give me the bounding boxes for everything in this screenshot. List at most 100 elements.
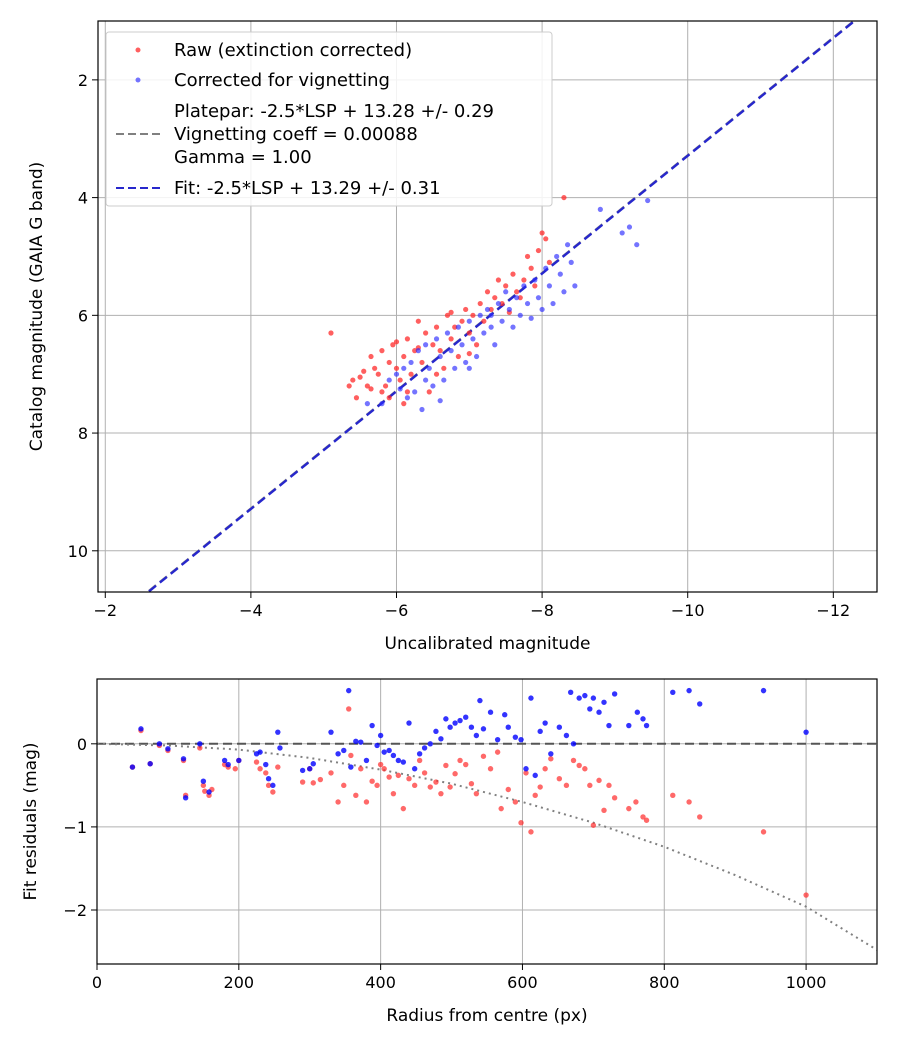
top-chart: −2 −4 −6 −8 −10 −12 2 4 6 8 10 Uncalibrated magnit…	[27, 20, 878, 654]
raw-point	[517, 295, 523, 301]
residual-corrected-point	[299, 767, 306, 774]
raw-point	[372, 365, 378, 371]
residual-raw-point	[494, 749, 501, 755]
residual-raw-point	[265, 782, 272, 789]
residual-corrected-point	[582, 692, 588, 699]
residual-corrected-point	[138, 726, 144, 732]
raw-point	[412, 348, 418, 354]
top-x-tick-label: −2	[93, 601, 117, 620]
residual-raw-point	[253, 759, 260, 765]
residual-raw-point	[348, 752, 354, 759]
top-y-tick-label: 8	[78, 424, 88, 443]
residual-corrected-point	[528, 695, 534, 701]
corrected-point	[506, 306, 512, 313]
residual-corrected-point	[381, 749, 387, 755]
corrected-point	[557, 271, 563, 277]
residual-corrected-point	[307, 766, 313, 772]
residual-corrected-point	[596, 709, 602, 715]
top-x-axis-label: Uncalibrated magnitude	[385, 634, 591, 654]
residual-raw-point	[416, 757, 423, 764]
raw-point	[379, 348, 385, 354]
residual-raw-point	[582, 766, 588, 772]
residual-corrected-point	[443, 716, 449, 722]
residual-corrected-point	[457, 717, 463, 724]
corrected-point	[488, 312, 494, 318]
corrected-point	[514, 295, 520, 301]
raw-point	[466, 330, 472, 336]
corrected-point	[437, 398, 443, 404]
raw-point	[368, 353, 374, 360]
raw-point	[477, 300, 483, 307]
raw-point	[503, 283, 509, 289]
residual-raw-point	[369, 778, 375, 784]
top-x-tick-label: −8	[530, 601, 554, 620]
corrected-point	[430, 383, 436, 389]
corrected-point	[470, 336, 476, 342]
corrected-point	[634, 242, 640, 248]
residual-raw-point	[570, 757, 577, 764]
raw-point	[488, 306, 494, 313]
residual-raw-point	[443, 762, 449, 769]
residual-corrected-point	[563, 732, 570, 739]
residual-raw-point	[400, 805, 407, 812]
residual-raw-point	[200, 782, 207, 789]
raw-point	[382, 383, 389, 389]
corrected-point	[619, 230, 625, 236]
bottom-x-tick-label: 0	[92, 973, 102, 992]
residual-corrected-point	[542, 720, 548, 726]
raw-point	[393, 339, 400, 345]
raw-point	[561, 194, 567, 201]
raw-point	[539, 230, 545, 236]
residual-corrected-point	[606, 722, 612, 729]
residual-corrected-point	[421, 745, 428, 751]
corrected-point	[448, 348, 454, 354]
residual-corrected-point	[601, 699, 607, 705]
raw-point	[528, 265, 534, 271]
raw-point	[353, 395, 360, 401]
corrected-point	[397, 386, 403, 392]
raw-point	[415, 318, 421, 324]
residual-raw-point	[686, 799, 692, 805]
top-x-tick-label: −10	[671, 601, 705, 620]
bottom-y-axis-label: Fit residuals (mag)	[21, 743, 41, 901]
residual-raw-point	[611, 795, 618, 801]
residual-corrected-point	[518, 736, 524, 743]
residual-raw-point	[643, 817, 650, 823]
residual-raw-point	[563, 782, 570, 789]
residual-raw-point	[576, 762, 582, 769]
raw-point	[430, 342, 436, 348]
raw-point	[546, 259, 552, 265]
raw-point	[375, 371, 381, 377]
bottom-grid	[96, 679, 877, 964]
residual-corrected-point	[263, 761, 269, 768]
bottom-lines	[97, 742, 877, 951]
raw-point	[492, 295, 498, 301]
corrected-point	[492, 342, 498, 348]
raw-point	[441, 365, 447, 371]
residual-raw-point	[411, 782, 418, 789]
residual-corrected-point	[265, 776, 272, 782]
raw-point	[455, 353, 461, 360]
residual-raw-point	[358, 766, 364, 772]
residual-corrected-point	[348, 764, 354, 770]
top-y-tick-label: 10	[68, 542, 88, 561]
corrected-point	[521, 283, 527, 289]
residual-raw-point	[463, 761, 469, 768]
corrected-point	[543, 265, 549, 271]
residual-corrected-point	[512, 734, 519, 740]
residual-raw-point	[270, 789, 276, 795]
raw-point	[328, 330, 334, 336]
residual-raw-point	[556, 776, 563, 782]
residual-corrected-point	[468, 724, 475, 730]
top-ticks: −2 −4 −6 −8 −10 −12 2 4 6 8 10	[68, 71, 851, 620]
residual-raw-point	[353, 792, 359, 799]
residual-corrected-point	[523, 766, 529, 772]
raw-point	[473, 342, 480, 348]
corrected-point	[532, 277, 538, 283]
raw-point	[433, 324, 440, 330]
residual-corrected-point	[480, 726, 487, 732]
residual-raw-point	[232, 766, 238, 772]
bottom-x-axis-label: Radius from centre (px)	[386, 1006, 587, 1026]
raw-point	[393, 365, 400, 371]
